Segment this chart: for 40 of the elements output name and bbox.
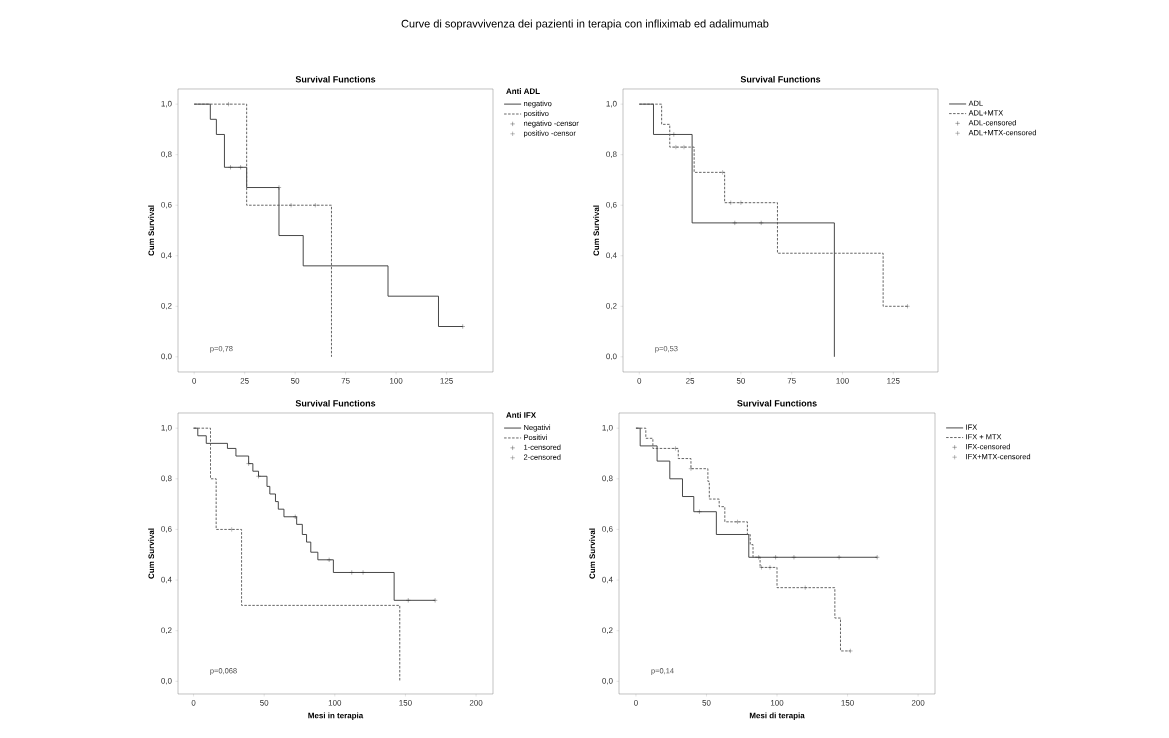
point (732, 220, 738, 226)
chart-subtitle: Survival Functions (740, 75, 821, 83)
point (759, 565, 764, 570)
point (276, 185, 282, 190)
point (681, 144, 687, 150)
point (758, 220, 764, 226)
point (847, 648, 853, 654)
point (905, 303, 910, 309)
point (728, 200, 734, 206)
point (246, 461, 252, 467)
text: Curve di sopravvivenza dei pazienti in terapia con infliximab ed adalimumab (401, 19, 769, 30)
point (256, 473, 261, 479)
point (405, 597, 411, 603)
point (349, 570, 355, 575)
point (767, 565, 773, 570)
point (673, 144, 679, 150)
point (226, 101, 231, 107)
point (673, 446, 678, 451)
point (836, 554, 842, 560)
chart-subtitle: Survival Functions (295, 399, 376, 407)
point (238, 164, 243, 170)
point (738, 200, 744, 206)
point (802, 585, 808, 591)
point (288, 202, 294, 208)
point (791, 554, 797, 560)
point (326, 557, 332, 563)
point (697, 509, 702, 515)
point (360, 570, 366, 575)
point (312, 202, 318, 208)
point (228, 164, 233, 170)
point (756, 554, 762, 560)
chart-subtitle: Survival Functions (737, 399, 817, 407)
point (735, 519, 740, 525)
point (671, 132, 677, 137)
point (292, 514, 298, 520)
point (773, 554, 778, 560)
point (229, 527, 235, 532)
chart-subtitle: Survival Functions (295, 75, 376, 83)
point (720, 169, 725, 175)
point (688, 466, 694, 472)
